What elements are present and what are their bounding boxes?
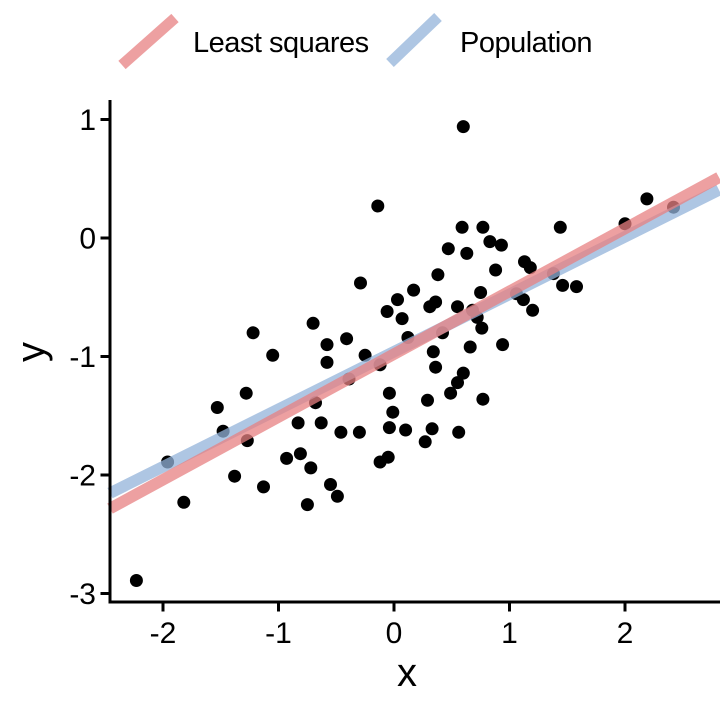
legend-label-least-squares: Least squares [193,27,369,59]
regression-lines-layer [107,172,720,514]
x-tick-label: -1 [265,617,292,650]
data-point [386,405,400,419]
data-point [474,286,488,299]
data-point [460,246,474,260]
least-squares-line [107,172,720,514]
data-point [257,480,270,494]
x-tick-label: 1 [501,617,518,650]
legend-key-least-squares-icon [118,13,179,70]
data-point [570,280,583,294]
data-point [352,425,366,439]
data-point [395,312,409,326]
data-point [451,300,464,314]
data-point [526,303,540,317]
data-point [266,348,280,362]
data-point [407,283,421,297]
data-point [476,392,490,406]
data-point [556,278,570,292]
data-point [280,451,294,465]
data-point [228,469,242,483]
y-tick-label: 0 [79,223,96,256]
data-point [291,416,305,430]
data-point [451,376,464,390]
data-point [177,495,191,509]
data-point [431,268,445,282]
data-point [494,238,508,252]
data-point [371,199,385,213]
data-point [391,293,404,307]
data-point [382,421,396,435]
data-point [381,450,395,464]
data-point [456,120,470,134]
y-axis-title: y [9,342,53,362]
ticks-layer: -2 -1 0 1 2 1 0 -1 -2 -3 [69,104,633,650]
data-point [489,263,503,277]
data-point [463,340,477,354]
data-point [210,401,224,414]
data-point [399,423,413,437]
data-point [553,220,567,234]
data-point [340,332,354,346]
data-point [418,435,432,449]
data-point [314,416,328,430]
data-point [320,338,334,352]
data-point [382,386,396,400]
y-tick-label: 1 [79,104,96,137]
x-axis-title: x [397,651,417,695]
data-point [421,393,434,407]
data-point [246,326,260,340]
data-point [441,242,455,256]
data-point [334,425,348,439]
data-point [496,338,510,352]
data-point [330,489,344,503]
data-point [640,192,654,206]
data-point [444,386,458,400]
data-point [304,461,318,475]
data-point [306,316,320,330]
data-point [475,321,489,335]
data-point [523,261,537,275]
legend-key-population-icon [386,13,442,67]
data-point [324,478,337,491]
data-point [452,425,466,439]
x-tick-label: -2 [150,617,177,650]
data-point [516,293,530,307]
y-tick-label: -2 [69,460,96,493]
y-tick-label: -3 [69,578,96,611]
x-tick-label: 0 [386,617,403,650]
data-point [239,386,253,400]
data-point [300,498,314,512]
legend-label-population: Population [460,27,592,59]
data-point [293,447,307,461]
data-point [423,300,437,314]
data-point [483,235,497,249]
data-point [456,366,470,380]
data-point [129,574,143,587]
data-point [425,422,439,436]
data-point [380,305,394,318]
y-tick-label: -1 [69,341,96,374]
data-point [455,220,469,234]
data-point [320,355,334,369]
legend: Least squares Population [118,13,593,70]
x-tick-label: 2 [617,617,634,650]
data-point [429,360,443,374]
data-point [426,345,440,359]
data-point [354,276,367,290]
data-point [476,220,490,234]
